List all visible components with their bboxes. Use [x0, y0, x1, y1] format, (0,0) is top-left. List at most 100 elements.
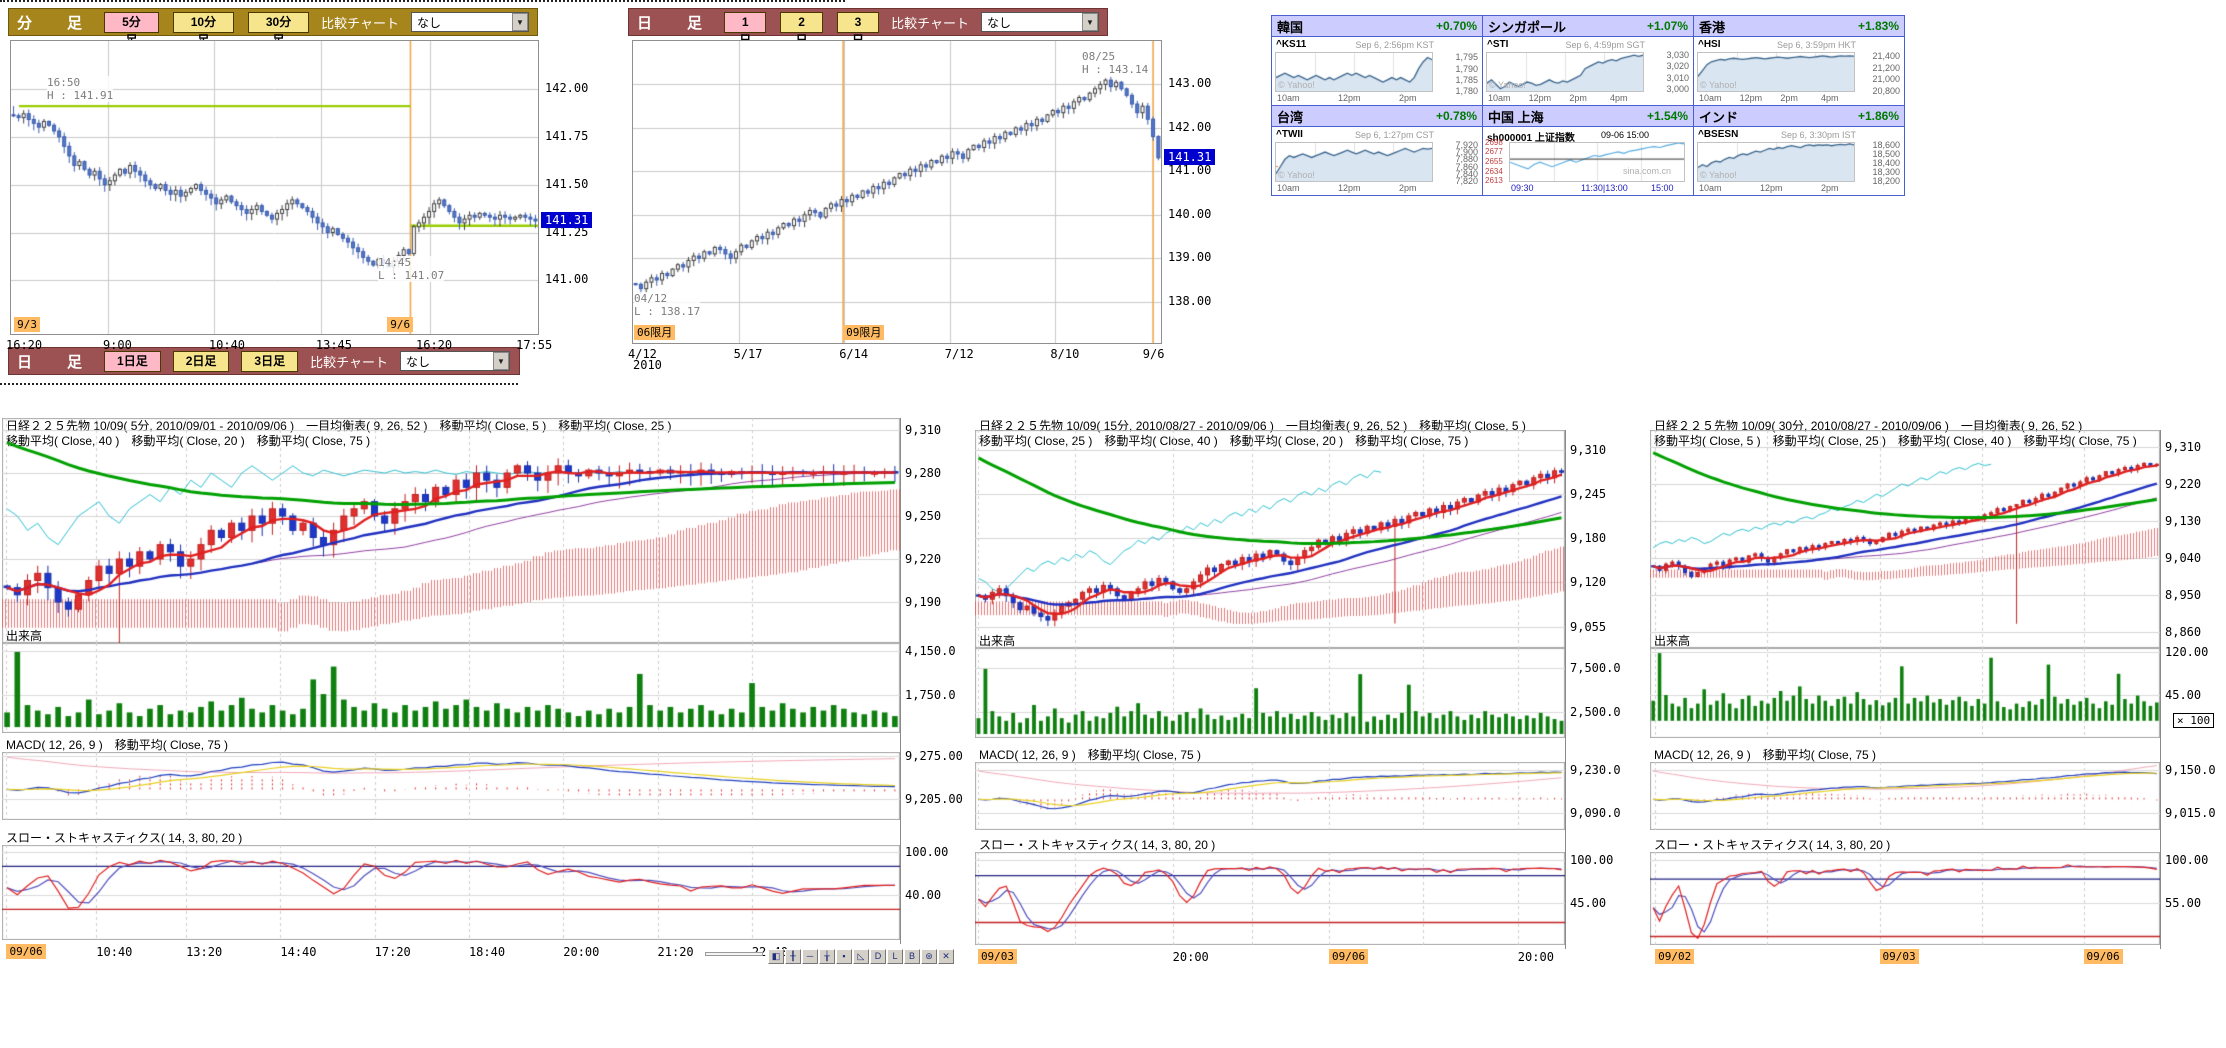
daily-x-label: 7/12 — [944, 347, 974, 361]
index-tile-sti[interactable]: シンガポール +1.07% ^STI Sep 6, 4:59pm SGT 3,030 3,… — [1483, 16, 1694, 106]
daily2-interval-button-3[interactable]: 3日足 — [241, 350, 299, 372]
index-y-label: 1,785 — [1455, 74, 1478, 85]
index-y-label: 2634 — [1485, 166, 1503, 176]
index-x-label: 09:30 — [1511, 183, 1534, 193]
index-tile-header: 香港 +1.83% — [1694, 16, 1904, 37]
tech-x-label: 20:00 — [563, 945, 600, 959]
chart-toolbar-button-5[interactable]: ▪ — [836, 949, 852, 964]
chevron-down-icon[interactable]: ▼ — [492, 352, 509, 370]
chart-toolbar-button-10[interactable]: ⊛ — [921, 949, 937, 964]
index-x-label: 2pm — [1821, 183, 1839, 193]
tech-x-date-badge: 09/02 — [1655, 949, 1695, 964]
tech-volume-y-label: 2,500.0 — [1570, 705, 1621, 719]
index-y-label: 7,900 — [1455, 147, 1478, 158]
index-symbol: ^TWII — [1276, 129, 1303, 140]
chart-toolbar-button-11[interactable]: ✕ — [938, 949, 954, 964]
index-x-label: 12pm — [1739, 93, 1763, 103]
tech-main-y-label: 9,220 — [2165, 477, 2202, 491]
tech-main-pane-canvas — [2, 418, 900, 643]
chart-toolbar-button-1[interactable]: ◧ — [768, 949, 784, 964]
tech-x-date-badge: 09/03 — [977, 949, 1018, 964]
index-y-label: 7,840 — [1455, 168, 1478, 179]
index-y-label: 21,200 — [1872, 62, 1900, 73]
tech-axis-separator — [1565, 430, 1566, 949]
index-tile-header: 中国 上海 +1.54% — [1483, 106, 1693, 127]
chart-toolbar-button-4[interactable]: ╁ — [819, 949, 835, 964]
minute-y-label: 142.00 — [545, 80, 589, 95]
daily-panel-header: 日 足 1日足 2日足 3日足 比較チャート なし ▼ — [628, 8, 1108, 65]
chart-toolbar-button-9[interactable]: B — [904, 949, 920, 964]
tech-main-y-label: 9,280 — [905, 466, 942, 480]
index-sparkline-canvas — [1487, 53, 1643, 91]
chart-scroll-slider[interactable] — [705, 952, 763, 956]
index-x-label: 10am — [1699, 93, 1722, 103]
index-tile-ks11[interactable]: 韓国 +0.70% ^KS11 Sep 6, 2:56pm KST 1,795 1,790… — [1272, 16, 1483, 106]
chart-toolbar-button-7[interactable]: D — [870, 949, 886, 964]
daily-last-price-badge: 141.31 — [1164, 148, 1216, 165]
index-tile-sse[interactable]: 中国 上海 +1.54% sh000001 上证指数 09-06 15:00 2698 2… — [1483, 106, 1694, 196]
tech-macd-pane-canvas — [975, 762, 1565, 830]
daily2-compare-chart-select[interactable]: なし ▼ — [399, 351, 510, 371]
daily-interval-button-1[interactable]: 1日足 — [724, 11, 767, 65]
daily-y-label: 141.00 — [1168, 163, 1212, 178]
tech-stoch-y-label: 100.00 — [1570, 853, 1614, 867]
minute-last-price-badge: 141.31 — [541, 212, 593, 228]
chart-toolbar-button-2[interactable]: ╂ — [785, 949, 801, 964]
minute-y-label: 141.50 — [545, 176, 589, 191]
tech-main-y-label: 9,120 — [1570, 575, 1607, 589]
daily-interval-button-3[interactable]: 3日足 — [836, 11, 880, 65]
tech-macd-y-label: 9,230.0 — [1570, 763, 1621, 777]
index-tile-twii[interactable]: 台湾 +0.78% ^TWII Sep 6, 1:27pm CST 7,920 7,900… — [1272, 106, 1483, 196]
index-y-label: 7,860 — [1455, 161, 1478, 172]
daily-y-label: 143.00 — [1168, 76, 1212, 91]
minute-high-annotation: 16:50 H : 141.91 — [47, 76, 114, 102]
index-timestamp: Sep 6, 4:59pm SGT — [1565, 40, 1645, 50]
tech-stoch-label: スロー・ストキャスティクス( 14, 3, 80, 20 ) — [1654, 838, 1891, 852]
index-tile-header: 台湾 +0.78% — [1272, 106, 1482, 127]
index-change-badge: +0.78% — [1435, 109, 1477, 123]
index-y-label: 7,880 — [1455, 154, 1478, 165]
chart-toolbar-button-8[interactable]: L — [887, 949, 903, 964]
index-name: インド — [1699, 109, 1739, 125]
minute-x-label: 17:55 — [516, 338, 553, 352]
index-x-label: 11:30|13:00 — [1581, 183, 1628, 193]
index-watermark: © Yahoo! — [1700, 80, 1737, 90]
tech-stoch-y-label: 100.00 — [2165, 853, 2209, 867]
minute-compare-chart-select[interactable]: なし ▼ — [411, 12, 529, 32]
minute-interval-button-3[interactable]: 30分足 — [248, 11, 310, 47]
minute-date-badge: 9/6 — [387, 317, 414, 332]
tech-macd-y-label: 9,090.0 — [1570, 806, 1621, 820]
chart-toolbar-button-6[interactable]: ◺ — [853, 949, 869, 964]
tech-stoch-pane-canvas — [1650, 852, 2160, 945]
index-tile-bsesn[interactable]: インド +1.86% ^BSESN Sep 6, 3:30pm IST 18,600 18… — [1694, 106, 1905, 196]
tech-volume-label: 出来高 — [979, 634, 1016, 648]
minute-interval-button-1[interactable]: 5分足 — [104, 11, 159, 47]
index-sparkline-plot — [1697, 142, 1855, 182]
index-x-label: 2pm — [1399, 93, 1417, 103]
asian-indices-widget: 韓国 +0.70% ^KS11 Sep 6, 2:56pm KST 1,795 1,790… — [1271, 15, 1905, 196]
daily-x-label: 4/12 — [628, 347, 657, 361]
minute-x-label: 9:00 — [102, 338, 132, 352]
minute-interval-button-2[interactable]: 10分足 — [172, 11, 234, 47]
daily-interval-button-2[interactable]: 2日足 — [780, 11, 823, 65]
daily-y-label: 142.00 — [1168, 119, 1212, 134]
index-change-badge: +1.54% — [1646, 109, 1688, 123]
daily2-interval-button-2[interactable]: 2日足 — [172, 350, 230, 372]
daily-plot[interactable] — [632, 40, 1162, 344]
daily2-interval-button-1[interactable]: 1日足 — [104, 350, 161, 372]
daily-x-label: 8/10 — [1050, 347, 1080, 361]
tech-volume-y-label: 45.00 — [2165, 688, 2202, 702]
tech-stoch-pane-canvas — [975, 852, 1565, 945]
chevron-down-icon[interactable]: ▼ — [512, 13, 528, 31]
tech-macd-y-label: 9,150.0 — [2165, 763, 2216, 777]
index-sparkline-canvas — [1698, 143, 1854, 181]
tech-main-y-label: 9,250 — [905, 509, 942, 523]
tech-x-label: 20:00 — [1172, 950, 1209, 964]
chevron-down-icon[interactable]: ▼ — [1082, 13, 1098, 31]
daily-compare-chart-select[interactable]: なし ▼ — [981, 12, 1099, 32]
daily-y-label: 139.00 — [1168, 250, 1212, 265]
index-tile-hsi[interactable]: 香港 +1.83% ^HSI Sep 6, 3:59pm HKT 21,400 21,20… — [1694, 16, 1905, 106]
tech-x-label: 17:20 — [374, 945, 411, 959]
daily-panel-title: 日 足 — [637, 14, 713, 32]
chart-toolbar-button-3[interactable]: ─ — [802, 949, 818, 964]
